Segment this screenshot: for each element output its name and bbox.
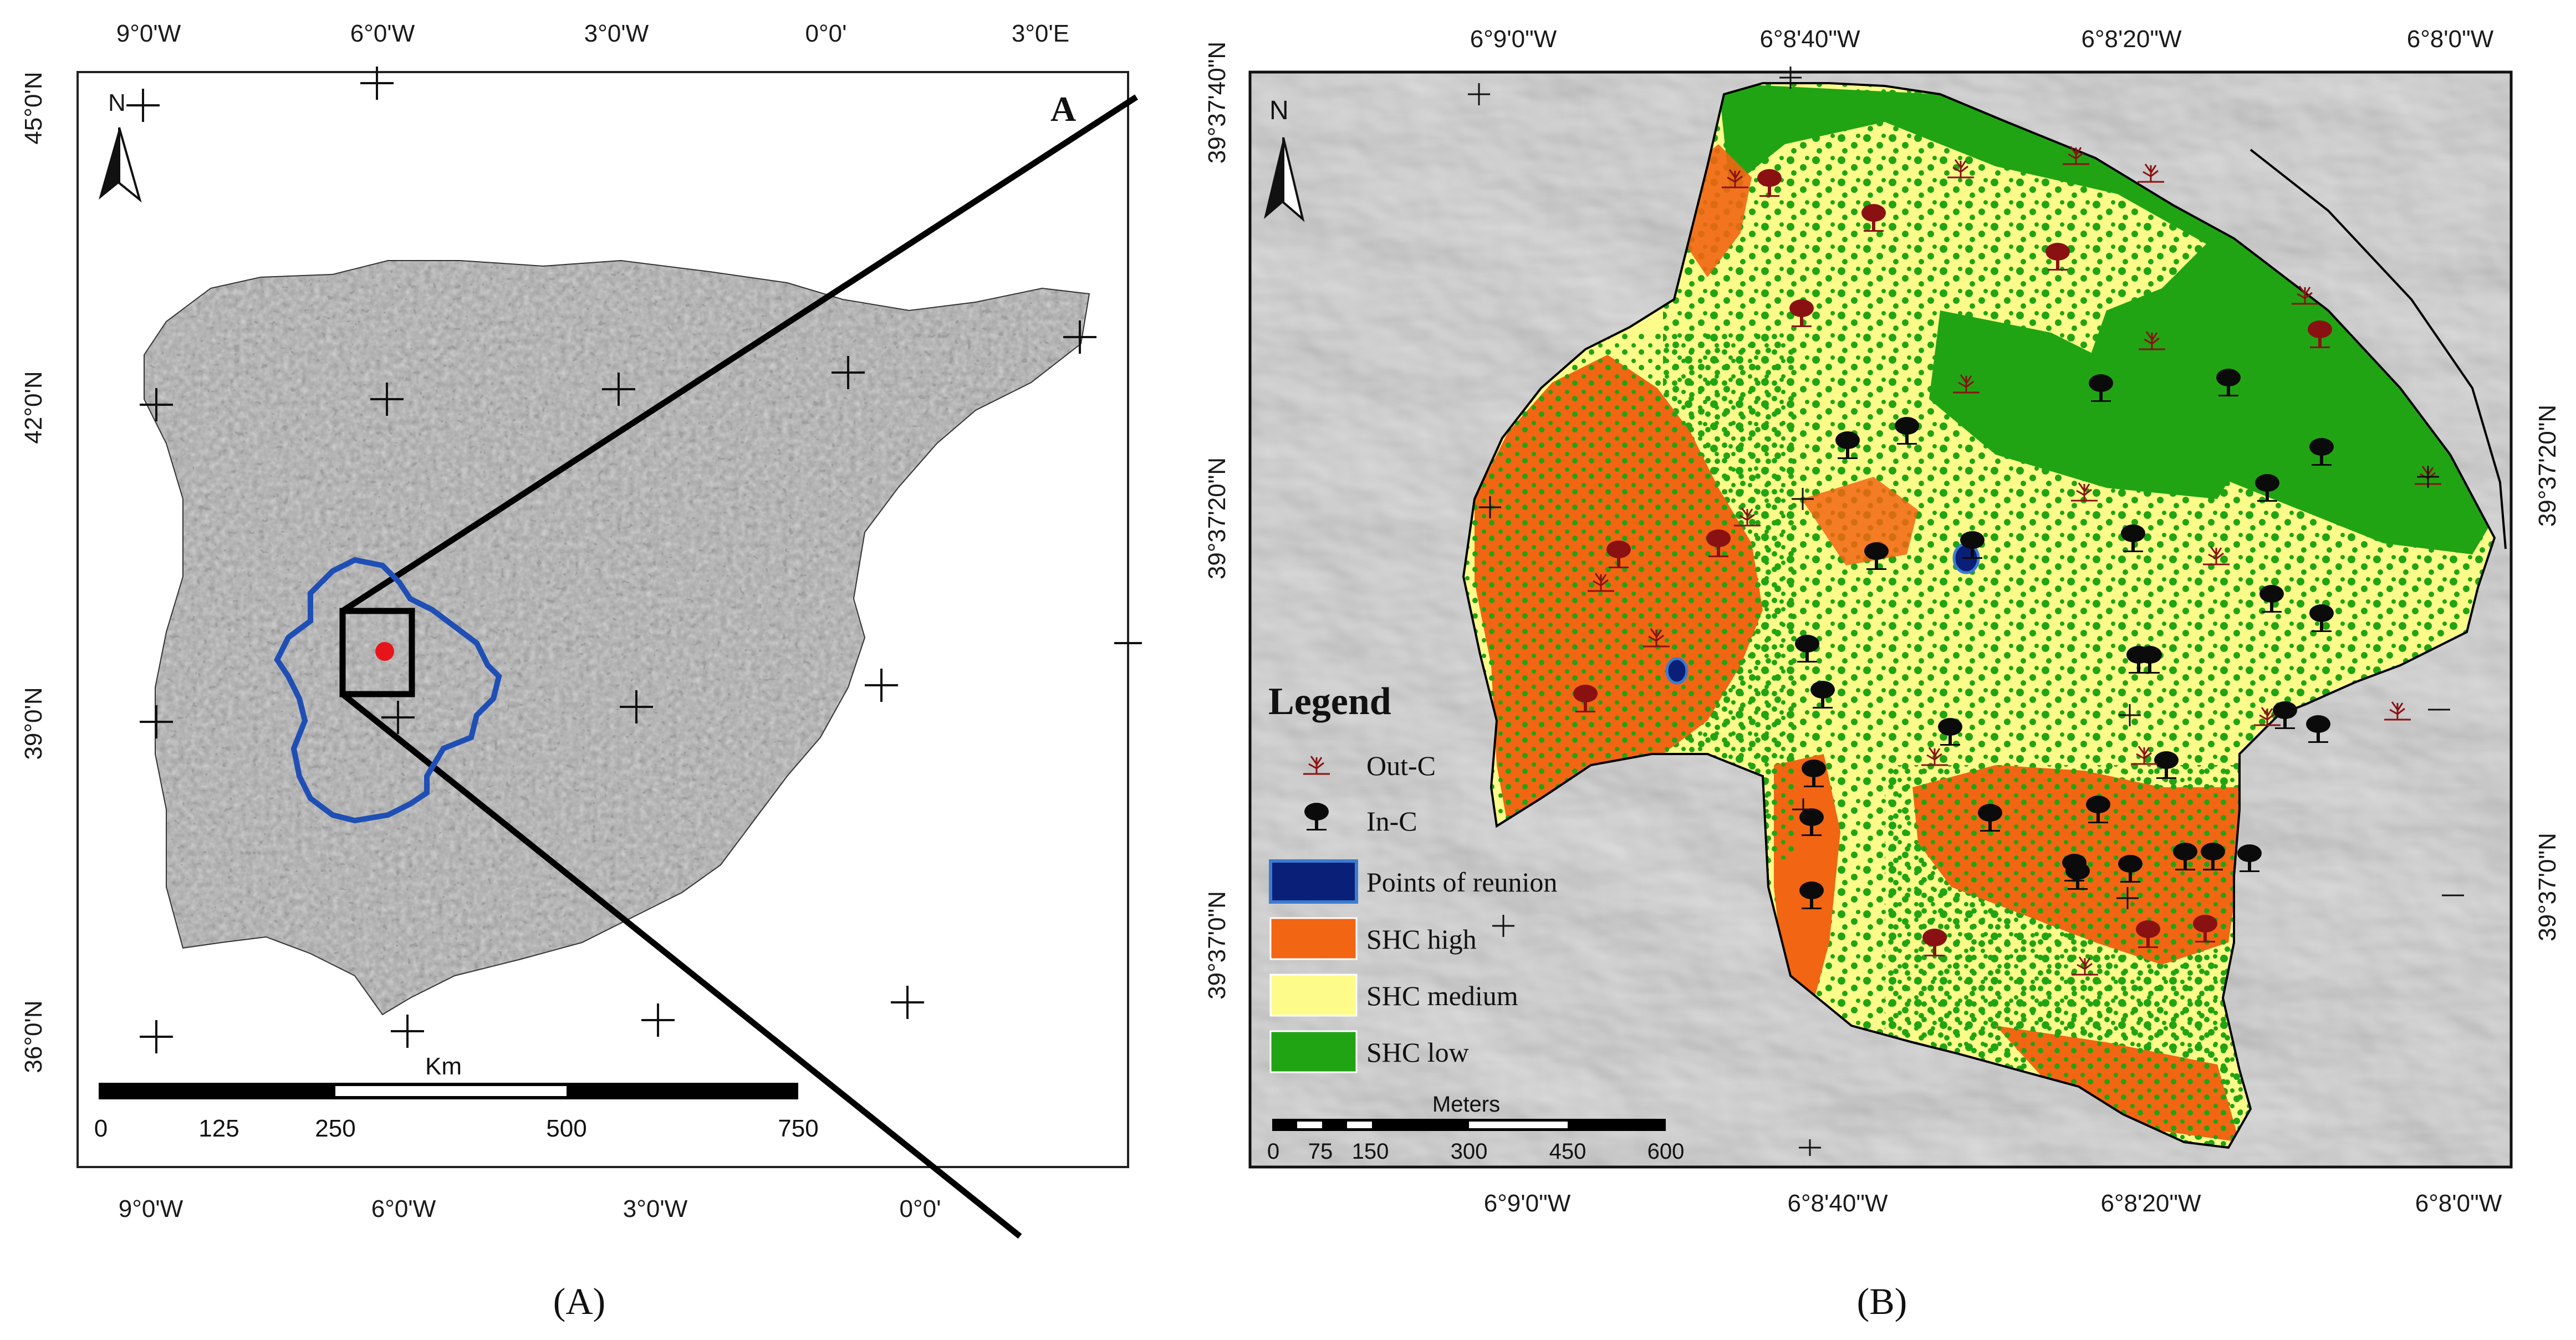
scale-tick-b: 600	[1647, 1139, 1685, 1164]
right-lat-label-b: 39°37'0"N	[2534, 833, 2561, 941]
legend-label: Out-C	[1366, 750, 1436, 781]
north-label-b: N	[1269, 96, 1289, 125]
scale-tick-b: 0	[1267, 1139, 1279, 1164]
north-arrow-icon	[1264, 137, 1305, 222]
scale-tick-b: 450	[1549, 1139, 1587, 1164]
north-arrow-icon	[99, 127, 142, 203]
north-label-a: N	[108, 89, 126, 116]
legend-item-points-of-reunion: Points of reunion	[1269, 859, 1557, 904]
bottom-lon-label-b: 6°8'40"W	[1787, 1190, 1888, 1217]
top-lon-label-b: 6°8'20"W	[2081, 26, 2181, 53]
top-lon-label: 9°0'W	[116, 20, 181, 47]
legend-label: Points of reunion	[1366, 867, 1557, 898]
study-area-box	[339, 608, 415, 697]
legend-item-shc-medium: SHC medium	[1269, 974, 1518, 1017]
left-lat-label-b: 39°37'40"N	[1203, 42, 1231, 164]
top-lon-label: 0°0'	[805, 20, 847, 47]
bottom-lon-label-b: 6°8'0"W	[2415, 1190, 2502, 1217]
lat-label: 39°0'N	[20, 687, 47, 760]
legend-label: SHC low	[1366, 1037, 1469, 1068]
coastline	[144, 259, 1090, 1016]
legend-item-shc-high: SHC high	[1269, 917, 1477, 960]
scale-tick-a: 500	[546, 1115, 586, 1142]
graticule-crosses-b	[1468, 67, 2464, 1156]
left-lat-label-b: 39°37'0"N	[1203, 891, 1231, 1000]
bottom-lon-label: 3°0'W	[623, 1195, 688, 1222]
legend-label: SHC high	[1366, 924, 1477, 955]
scale-unit-b: Meters	[1432, 1092, 1500, 1117]
top-lon-label-b: 6°8'40"W	[1759, 26, 1860, 53]
top-lon-label: 6°0'W	[350, 20, 415, 47]
scale-tick-a: 750	[778, 1115, 818, 1142]
panel-b: N Legend Out-C In-C Points of reunion SH…	[1203, 26, 2561, 1217]
legend-label: SHC medium	[1366, 980, 1518, 1011]
top-lon-label-b: 6°8'0"W	[2407, 26, 2494, 53]
top-lon-label: 3°0'W	[584, 20, 649, 47]
scale-tick-b: 150	[1352, 1139, 1389, 1164]
lat-label: 42°0'N	[20, 371, 47, 444]
scale-tick-b: 300	[1451, 1139, 1488, 1164]
legend-item-shc-low: SHC low	[1269, 1030, 1469, 1073]
legend-title: Legend	[1268, 680, 1391, 723]
scale-bar-a	[99, 1083, 798, 1099]
top-lon-label: 3°0'E	[1012, 20, 1069, 47]
scale-bar-b	[1272, 1119, 1666, 1131]
scale-tick-a: 0	[94, 1115, 108, 1142]
lat-label: 45°0'N	[20, 72, 47, 144]
caption-b: (B)	[1857, 1280, 1907, 1322]
region-outline	[274, 557, 502, 824]
bottom-lon-label-b: 6°9'0"W	[1484, 1190, 1571, 1217]
panel-a-letter: A	[1050, 89, 1076, 129]
site-marker	[375, 642, 394, 661]
panel-b-frame	[1248, 70, 2513, 1169]
zoom-lines	[340, 94, 1138, 1239]
legend-item-in-c: In-C	[1304, 803, 1417, 837]
top-lon-label-b: 6°9'0"W	[1470, 26, 1557, 53]
right-lat-label-b: 39°37'20"N	[2534, 405, 2561, 527]
left-lat-label-b: 39°37'20"N	[1203, 457, 1231, 579]
bottom-lon-label: 0°0'	[900, 1195, 941, 1222]
scale-unit-a: Km	[425, 1053, 462, 1080]
legend-item-out-c: Out-C	[1302, 750, 1436, 781]
bottom-lon-label-b: 6°8'20"W	[2100, 1190, 2201, 1217]
graticule-crosses	[126, 67, 1142, 1053]
scale-tick-a: 125	[198, 1115, 239, 1142]
outer-boundary	[2249, 149, 2507, 549]
legend: Legend Out-C In-C Points of reunion SHC …	[1268, 680, 1557, 1073]
bottom-lon-label: 9°0'W	[119, 1195, 183, 1222]
scale-tick-a: 250	[315, 1115, 355, 1142]
legend-label: In-C	[1366, 806, 1417, 837]
caption-a: (A)	[553, 1280, 605, 1322]
panel-a: N A 9°0'W 6°0'W 3°0'W 0°0' 3°0'E 9°0'W 6…	[20, 20, 1142, 1239]
lat-label: 36°0'N	[20, 1000, 47, 1073]
scale-tick-b: 75	[1308, 1139, 1333, 1164]
study-area-outline	[1462, 82, 2496, 1149]
bottom-lon-label: 6°0'W	[371, 1195, 436, 1222]
